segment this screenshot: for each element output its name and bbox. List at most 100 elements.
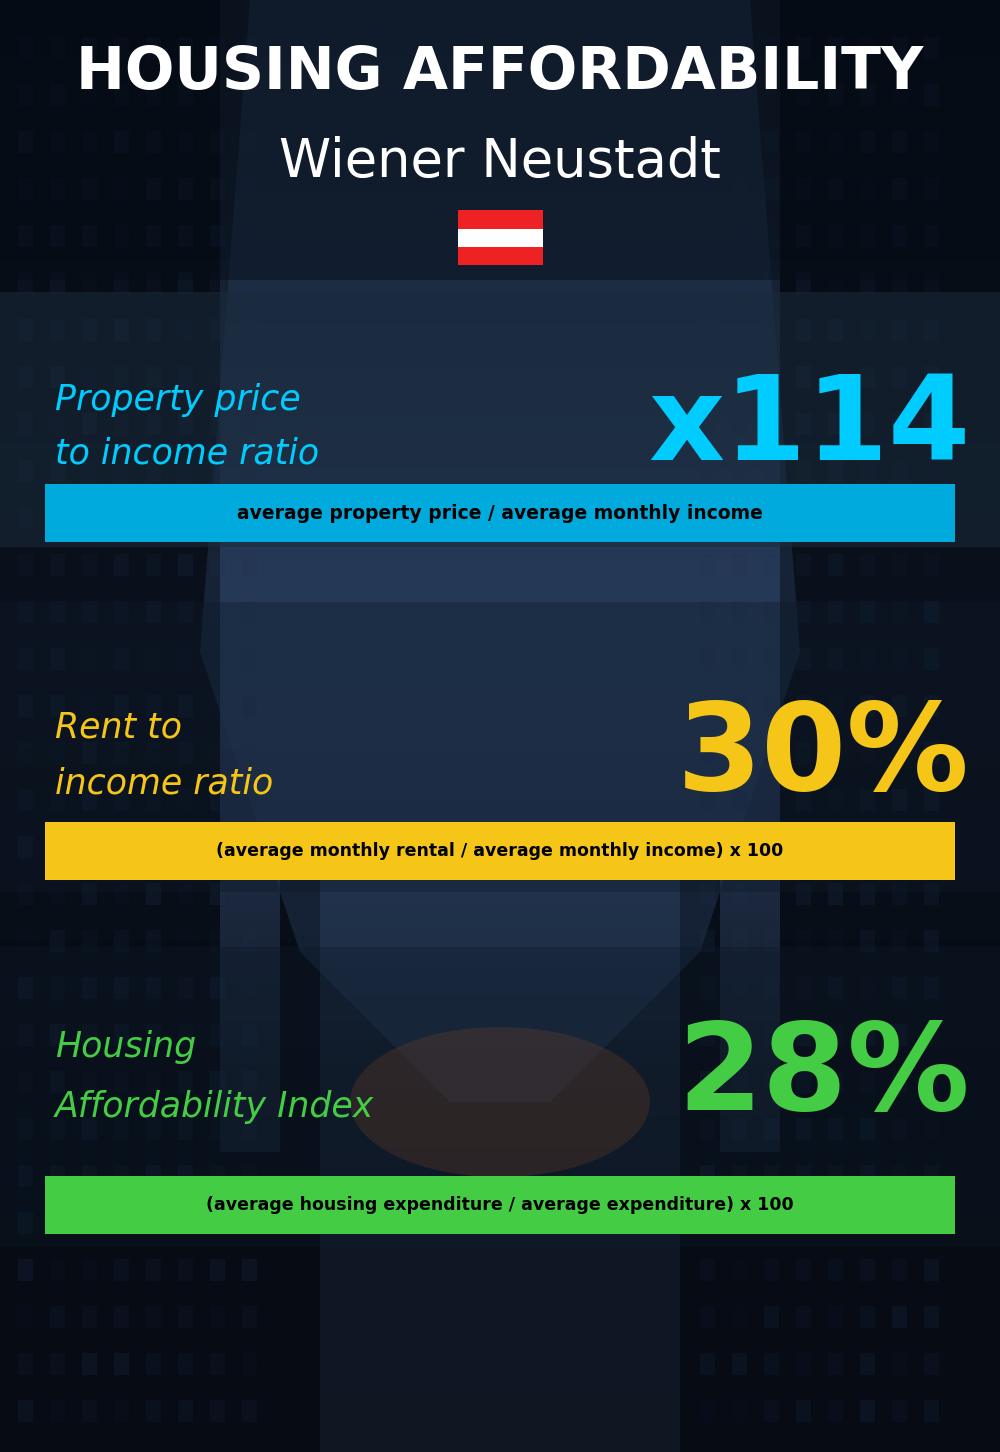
Bar bbox=[828, 1353, 843, 1375]
Bar bbox=[860, 929, 875, 953]
Bar bbox=[924, 1305, 939, 1329]
Bar bbox=[146, 131, 161, 152]
Bar bbox=[924, 1259, 939, 1281]
Bar bbox=[178, 1165, 193, 1186]
Bar bbox=[860, 1165, 875, 1186]
Bar bbox=[700, 1400, 715, 1422]
Bar bbox=[860, 788, 875, 812]
Bar bbox=[114, 412, 129, 436]
Bar bbox=[892, 1259, 907, 1281]
Bar bbox=[892, 929, 907, 953]
Bar bbox=[242, 84, 257, 106]
Bar bbox=[860, 977, 875, 999]
Bar bbox=[796, 507, 811, 529]
Bar bbox=[796, 1024, 811, 1045]
Bar bbox=[50, 977, 65, 999]
Bar bbox=[210, 131, 225, 152]
Bar bbox=[50, 507, 65, 529]
Bar bbox=[146, 319, 161, 341]
Text: Housing: Housing bbox=[55, 1029, 196, 1064]
Bar bbox=[146, 1212, 161, 1234]
Bar bbox=[210, 319, 225, 341]
Bar bbox=[892, 319, 907, 341]
Bar bbox=[924, 507, 939, 529]
Bar bbox=[828, 225, 843, 247]
Bar bbox=[924, 788, 939, 812]
Bar bbox=[146, 460, 161, 482]
Bar bbox=[18, 179, 33, 200]
Bar bbox=[860, 1400, 875, 1422]
Bar bbox=[114, 648, 129, 669]
Bar bbox=[924, 36, 939, 60]
Bar bbox=[732, 788, 747, 812]
Bar bbox=[764, 742, 779, 764]
Bar bbox=[178, 1400, 193, 1422]
Text: (average monthly rental / average monthly income) x 100: (average monthly rental / average monthl… bbox=[216, 842, 784, 860]
Bar bbox=[210, 1353, 225, 1375]
Bar bbox=[892, 272, 907, 293]
Bar bbox=[82, 929, 97, 953]
Bar bbox=[50, 412, 65, 436]
Bar bbox=[860, 272, 875, 293]
Bar bbox=[828, 412, 843, 436]
Bar bbox=[50, 1212, 65, 1234]
Bar bbox=[828, 601, 843, 623]
Bar bbox=[210, 977, 225, 999]
Bar bbox=[146, 788, 161, 812]
Bar bbox=[764, 883, 779, 905]
Bar bbox=[146, 648, 161, 669]
Bar bbox=[924, 742, 939, 764]
Bar bbox=[700, 742, 715, 764]
Bar bbox=[796, 225, 811, 247]
Bar bbox=[50, 1353, 65, 1375]
Bar bbox=[114, 1212, 129, 1234]
Bar bbox=[796, 36, 811, 60]
Bar bbox=[700, 836, 715, 858]
Bar bbox=[146, 507, 161, 529]
Bar bbox=[700, 555, 715, 576]
Bar bbox=[82, 1400, 97, 1422]
Bar bbox=[924, 412, 939, 436]
Bar bbox=[82, 1118, 97, 1140]
Bar bbox=[82, 1212, 97, 1234]
Bar bbox=[18, 1118, 33, 1140]
Bar bbox=[114, 1400, 129, 1422]
Bar bbox=[210, 225, 225, 247]
Bar bbox=[732, 977, 747, 999]
Bar bbox=[50, 225, 65, 247]
Bar bbox=[114, 84, 129, 106]
Bar bbox=[764, 977, 779, 999]
Bar bbox=[146, 836, 161, 858]
Bar bbox=[146, 1024, 161, 1045]
Bar bbox=[924, 319, 939, 341]
Bar bbox=[178, 1305, 193, 1329]
Bar bbox=[700, 179, 715, 200]
Bar bbox=[114, 1259, 129, 1281]
Bar bbox=[178, 1353, 193, 1375]
Bar bbox=[892, 366, 907, 388]
Bar bbox=[18, 1353, 33, 1375]
Bar bbox=[458, 211, 542, 228]
Bar bbox=[242, 36, 257, 60]
Bar bbox=[828, 272, 843, 293]
Bar bbox=[892, 1072, 907, 1093]
Bar bbox=[114, 883, 129, 905]
Bar bbox=[82, 742, 97, 764]
Bar bbox=[892, 648, 907, 669]
Bar bbox=[700, 648, 715, 669]
Bar bbox=[860, 1259, 875, 1281]
Bar bbox=[732, 1165, 747, 1186]
Bar bbox=[732, 366, 747, 388]
Bar bbox=[114, 319, 129, 341]
Bar bbox=[828, 460, 843, 482]
Bar bbox=[178, 1259, 193, 1281]
Polygon shape bbox=[200, 0, 800, 1102]
Bar bbox=[242, 507, 257, 529]
Bar bbox=[700, 1024, 715, 1045]
Bar bbox=[178, 696, 193, 717]
Bar bbox=[700, 883, 715, 905]
Bar bbox=[18, 1072, 33, 1093]
Bar bbox=[892, 883, 907, 905]
Bar bbox=[796, 836, 811, 858]
Bar bbox=[82, 366, 97, 388]
